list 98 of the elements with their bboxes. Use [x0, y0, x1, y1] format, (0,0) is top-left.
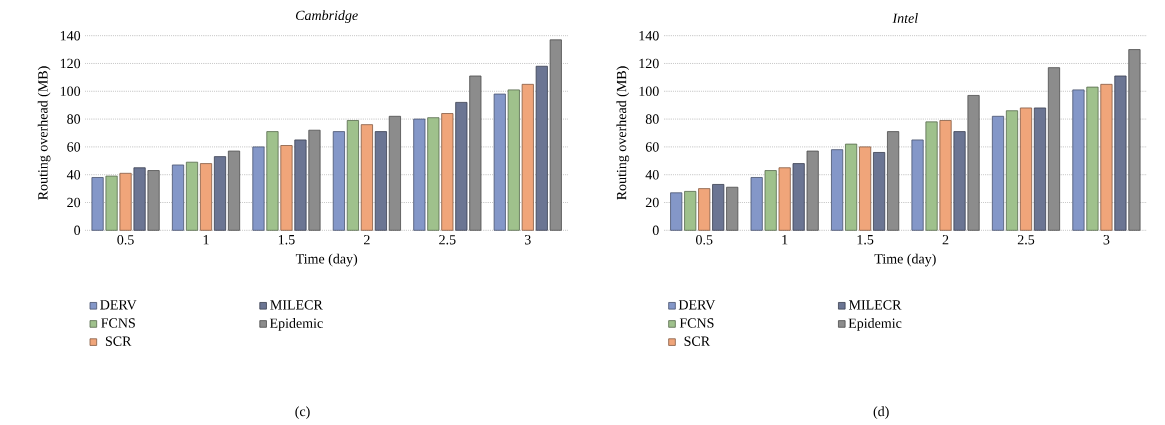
- bar: [1005, 110, 1019, 231]
- x-tick-label: 2: [364, 235, 370, 245]
- bar: [119, 172, 132, 231]
- bar: [873, 152, 886, 231]
- y-tick-label: 60: [67, 142, 81, 152]
- bar: [374, 131, 387, 231]
- y-tick-label: 80: [67, 114, 81, 124]
- x-axis-title: Time (day): [295, 253, 358, 267]
- x-tick-label: 2.5: [439, 235, 456, 245]
- text: (d): [873, 406, 889, 420]
- bar: [213, 156, 227, 231]
- x-tick-label: 1: [203, 235, 209, 245]
- bar: [750, 177, 763, 231]
- legend-label: FCNS: [679, 318, 714, 328]
- bar: [455, 102, 468, 231]
- bar: [911, 139, 924, 231]
- bar: [953, 131, 966, 231]
- y-tick-label: 20: [67, 197, 81, 208]
- y-tick-label: 60: [645, 142, 659, 152]
- bar: [171, 164, 185, 231]
- bar: [105, 175, 118, 231]
- bar: [91, 177, 104, 231]
- bar: [1033, 107, 1047, 231]
- chart-title: Intel: [892, 13, 918, 23]
- bar: [427, 117, 440, 231]
- bar: [360, 124, 373, 231]
- bar: [266, 131, 279, 231]
- x-tick-label: 0.5: [696, 235, 713, 245]
- legend-label: DERV: [678, 300, 716, 310]
- legend-label: FCNS: [101, 318, 135, 328]
- bar: [1072, 89, 1085, 231]
- x-tick-label: 3: [1103, 235, 1110, 245]
- y-tick-label: 140: [60, 30, 81, 41]
- bar: [845, 143, 858, 231]
- chart-title: Cambridge: [295, 10, 358, 23]
- y-tick-label: 140: [639, 30, 659, 41]
- x-tick-label: 0.5: [117, 235, 134, 245]
- bar: [764, 170, 777, 231]
- bar: [831, 149, 844, 231]
- x-tick-label: 1.5: [278, 235, 295, 245]
- bar: [332, 131, 345, 231]
- y-tick-label: 80: [645, 114, 659, 124]
- bar: [887, 131, 900, 231]
- text: (c): [295, 406, 310, 420]
- bar: [413, 118, 426, 231]
- bar: [133, 167, 146, 231]
- legend-label: SCR: [105, 336, 132, 346]
- bar: [280, 145, 293, 231]
- bar: [925, 121, 938, 231]
- legend-label: Epidemic: [848, 318, 902, 331]
- x-tick-label: 3: [524, 235, 531, 245]
- bar: [147, 170, 160, 231]
- bar: [185, 161, 199, 231]
- bar: [199, 163, 213, 231]
- legend-label: SCR: [684, 336, 711, 346]
- x-axis-title: Time (day): [874, 253, 936, 267]
- y-tick-label: 120: [639, 58, 659, 69]
- x-tick-label: 1.5: [857, 235, 874, 245]
- legend-label: MILECR: [848, 300, 902, 310]
- bar: [388, 115, 401, 231]
- y-tick-label: 0: [652, 225, 659, 236]
- bar: [712, 184, 725, 231]
- y-tick-label: 120: [60, 58, 81, 69]
- bar: [991, 115, 1005, 231]
- bar: [792, 163, 805, 231]
- bar: [521, 83, 534, 231]
- legend-label: Epidemic: [269, 318, 323, 331]
- y-axis-title: Routing overhead (MB): [37, 66, 51, 200]
- y-tick-label: 20: [645, 197, 659, 208]
- y-tick-label: 40: [645, 169, 659, 180]
- x-tick-label: 1: [782, 235, 788, 245]
- bar: [507, 89, 520, 231]
- bar: [859, 146, 872, 231]
- bar: [493, 93, 506, 231]
- x-tick-label: 2.5: [1017, 235, 1035, 245]
- legend-label: MILECR: [270, 300, 323, 310]
- y-tick-label: 100: [639, 86, 659, 97]
- bar: [1019, 107, 1033, 231]
- bar: [252, 146, 265, 231]
- y-axis-title: Routing overhead (MB): [616, 66, 630, 200]
- y-tick-label: 100: [60, 86, 81, 97]
- x-tick-label: 2: [942, 235, 949, 245]
- y-tick-label: 0: [74, 225, 81, 236]
- bar: [1086, 86, 1099, 231]
- bar: [698, 188, 711, 231]
- bar: [346, 120, 359, 231]
- bar: [684, 191, 697, 231]
- bar: [535, 65, 548, 231]
- bar: [469, 75, 482, 231]
- bar: [939, 120, 952, 231]
- legend-label: DERV: [100, 300, 137, 310]
- bar: [294, 139, 307, 231]
- bar: [1114, 75, 1127, 231]
- bar: [441, 113, 454, 231]
- bar: [778, 167, 791, 231]
- bar: [670, 192, 683, 231]
- y-tick-label: 40: [66, 169, 81, 180]
- bar: [1100, 83, 1113, 231]
